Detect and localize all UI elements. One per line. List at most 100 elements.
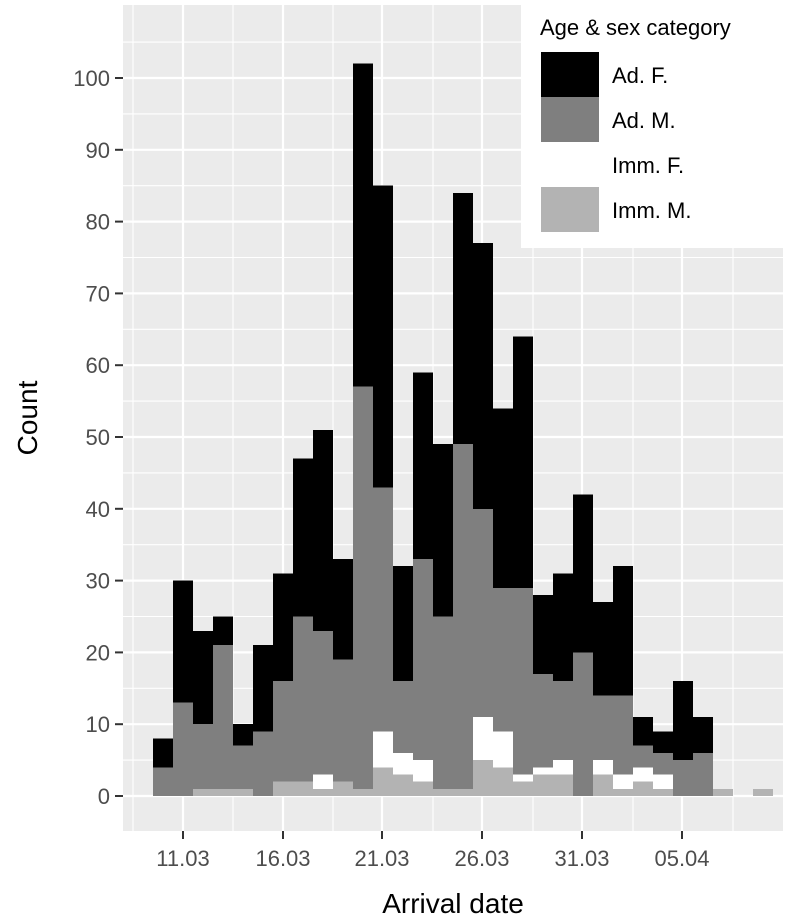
bar-segment-ad-m: [333, 659, 353, 782]
bar-segment-ad-f: [293, 458, 313, 617]
bar-segment-imm-m: [713, 788, 733, 796]
bar-segment-ad-m: [593, 695, 613, 761]
legend-items: Ad. F. Ad. M. Imm. F. Imm. M.: [541, 52, 691, 232]
bar-segment-imm-m: [393, 774, 413, 796]
y-tick-label: 30: [86, 569, 110, 594]
y-tick-label: 80: [86, 210, 110, 235]
bar-segment-imm-m: [433, 788, 453, 796]
bar-segment-ad-f: [333, 559, 353, 660]
bar-segment-imm-f: [593, 760, 613, 775]
bar-segment-imm-m: [413, 781, 433, 796]
bar-segment-ad-f: [233, 724, 253, 746]
bar-segment-ad-m: [553, 681, 573, 761]
x-tick-label: 16.03: [255, 846, 310, 871]
bar-segment-imm-m: [653, 788, 673, 796]
bar-segment-ad-m: [193, 724, 213, 789]
bar-segment-ad-f: [173, 580, 193, 703]
bar-segment-imm-m: [553, 774, 573, 796]
bar-segment-imm-m: [593, 774, 613, 796]
y-tick-label: 100: [73, 66, 110, 91]
y-tick-label: 10: [86, 712, 110, 737]
bar-segment-ad-m: [393, 681, 413, 753]
legend-swatch: [541, 52, 599, 97]
bar-segment-ad-m: [253, 731, 273, 796]
legend-swatch: [541, 187, 599, 232]
bar-segment-imm-m: [473, 760, 493, 796]
bar-stacks: [153, 63, 773, 796]
bar-segment-imm-m: [633, 781, 653, 796]
bar-segment-imm-m: [533, 774, 553, 796]
bar-segment-ad-f: [573, 494, 593, 653]
bar-segment-ad-f: [353, 63, 373, 387]
bar-segment-ad-m: [613, 695, 633, 775]
bar-segment-imm-m: [453, 788, 473, 796]
bar-segment-ad-f: [553, 573, 573, 682]
bar-segment-ad-f: [313, 429, 333, 631]
bar-segment-imm-m: [233, 788, 253, 796]
bar-segment-imm-m: [513, 781, 533, 796]
y-tick-label: 40: [86, 497, 110, 522]
bar-segment-imm-f: [393, 752, 413, 775]
x-tick-label: 21.03: [354, 846, 409, 871]
bar-segment-ad-f: [693, 717, 713, 753]
bar-segment-ad-f: [513, 336, 533, 588]
bar-segment-ad-f: [493, 408, 513, 588]
bar-segment-ad-m: [573, 652, 593, 796]
bar-segment-ad-f: [433, 444, 453, 617]
bar-segment-imm-m: [753, 788, 773, 796]
y-tick-label: 90: [86, 138, 110, 163]
bar-segment-ad-m: [173, 702, 193, 796]
y-tick-label: 0: [98, 784, 110, 809]
bar-segment-ad-f: [613, 566, 633, 696]
bar-segment-imm-f: [473, 717, 493, 761]
bar-segment-imm-m: [333, 781, 353, 796]
bar-segment-ad-f: [453, 192, 473, 445]
bar-segment-imm-m: [193, 788, 213, 796]
legend-swatch: [541, 97, 599, 142]
y-tick-label: 60: [86, 353, 110, 378]
legend-label: Imm. F.: [612, 153, 684, 178]
legend-label: Ad. M.: [612, 108, 676, 133]
bar-segment-imm-f: [533, 767, 553, 775]
bar-segment-ad-f: [273, 573, 293, 682]
bar-segment-imm-f: [493, 731, 513, 768]
bar-segment-ad-m: [373, 487, 393, 732]
y-axis-title: Count: [12, 380, 43, 455]
bar-segment-ad-f: [533, 594, 553, 674]
bar-segment-ad-f: [413, 372, 433, 560]
x-tick-label: 05.04: [654, 846, 709, 871]
x-tick-label: 31.03: [554, 846, 609, 871]
bar-segment-ad-m: [693, 752, 713, 796]
bar-segment-imm-m: [493, 767, 513, 796]
y-axis: 0 10 20 30 40 50 60 70 80 90 100: [73, 66, 123, 809]
y-tick-label: 70: [86, 281, 110, 306]
bar-segment-ad-m: [633, 745, 653, 768]
bar-segment-ad-f: [213, 616, 233, 646]
bar-segment-imm-m: [293, 781, 313, 796]
legend-label: Ad. F.: [612, 63, 668, 88]
bar-segment-ad-f: [673, 681, 693, 761]
bar-segment-ad-f: [193, 630, 213, 725]
y-tick-label: 50: [86, 425, 110, 450]
bar-segment-ad-f: [253, 645, 273, 732]
x-tick-label: 26.03: [454, 846, 509, 871]
bar-segment-imm-m: [313, 788, 333, 796]
bar-segment-ad-m: [513, 587, 533, 775]
bar-segment-ad-m: [353, 386, 373, 789]
bar-segment-ad-m: [433, 616, 453, 789]
legend: Age & sex category Ad. F. Ad. M. Imm. F. Im…: [521, 0, 811, 248]
bar-segment-imm-m: [613, 788, 633, 796]
bar-segment-ad-m: [673, 760, 693, 796]
bar-segment-ad-m: [313, 630, 333, 775]
legend-swatch: [541, 142, 599, 187]
bar-segment-imm-f: [613, 774, 633, 789]
legend-label: Imm. M.: [612, 198, 691, 223]
bar-segment-ad-f: [153, 738, 173, 768]
bar-segment-imm-f: [553, 760, 573, 775]
bar-segment-imm-m: [373, 767, 393, 796]
bar-segment-imm-m: [273, 781, 293, 796]
legend-title: Age & sex category: [540, 15, 731, 40]
bar-segment-imm-f: [653, 774, 673, 789]
bar-segment-ad-m: [453, 444, 473, 789]
